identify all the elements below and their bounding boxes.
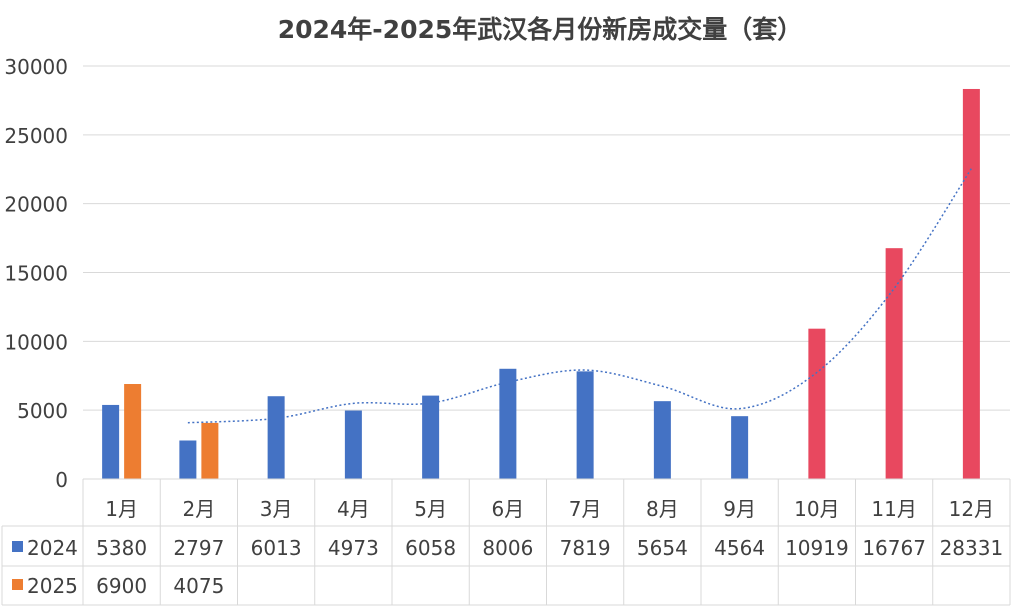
data-label: 5654 xyxy=(637,536,688,560)
legend-key-2025 xyxy=(12,579,23,590)
y-tick-label: 10000 xyxy=(4,330,68,354)
legend-label-2025: 2025 xyxy=(27,574,78,598)
category-label: 5月 xyxy=(414,497,447,521)
data-label: 6058 xyxy=(405,536,456,560)
y-tick-label: 5000 xyxy=(17,399,68,423)
category-label: 8月 xyxy=(646,497,679,521)
data-label: 7819 xyxy=(560,536,611,560)
bar-2024 xyxy=(731,416,749,479)
category-label: 6月 xyxy=(492,497,525,521)
data-table: 1月 2月 3月 4月 5月 6月 7月 8月 9月 10月 11月 12月 2024 5380 2797 6… xyxy=(1,478,1011,606)
category-label: 11月 xyxy=(871,497,916,521)
category-label: 3月 xyxy=(260,497,293,521)
legend-key-2024 xyxy=(12,541,23,552)
bar-2024 xyxy=(422,395,440,479)
data-label: 6900 xyxy=(96,574,147,598)
y-tick-label: 20000 xyxy=(4,193,68,217)
y-axis: 0 5000 10000 15000 20000 25000 30000 xyxy=(4,55,68,492)
data-label: 16767 xyxy=(862,536,926,560)
data-label: 8006 xyxy=(482,536,533,560)
bars xyxy=(102,88,980,480)
y-tick-label: 25000 xyxy=(4,124,68,148)
bar-2024 xyxy=(962,88,980,480)
category-label: 4月 xyxy=(337,497,370,521)
category-label: 1月 xyxy=(105,497,138,521)
bar-2025 xyxy=(201,422,219,479)
category-label: 7月 xyxy=(569,497,602,521)
chart-title: 2024年-2025年武汉各月份新房成交量（套） xyxy=(278,15,803,44)
bar-2024 xyxy=(499,368,517,479)
trendline xyxy=(187,168,973,424)
bar-2024 xyxy=(267,396,285,479)
legend-label-2024: 2024 xyxy=(27,536,78,560)
category-label: 2月 xyxy=(183,497,216,521)
category-label: 10月 xyxy=(794,497,839,521)
bar-2024 xyxy=(179,440,197,479)
data-label: 4973 xyxy=(328,536,379,560)
data-label: 5380 xyxy=(96,536,147,560)
bar-2024 xyxy=(344,410,362,479)
bar-2024 xyxy=(885,248,903,479)
bar-2024 xyxy=(653,401,671,479)
data-label: 4075 xyxy=(173,574,224,598)
data-label: 6013 xyxy=(251,536,302,560)
data-label: 2797 xyxy=(173,536,224,560)
gridlines xyxy=(83,65,1010,480)
bar-2024 xyxy=(808,328,826,479)
data-label: 28331 xyxy=(940,536,1004,560)
bar-2024 xyxy=(576,371,594,479)
trendline-path xyxy=(187,168,973,424)
category-label: 9月 xyxy=(723,497,756,521)
y-tick-label: 0 xyxy=(55,468,68,492)
bar-2024 xyxy=(102,404,120,479)
y-tick-label: 15000 xyxy=(4,262,68,286)
data-label: 4564 xyxy=(714,536,765,560)
bar-2025 xyxy=(124,384,142,479)
data-label: 10919 xyxy=(785,536,849,560)
category-label: 12月 xyxy=(949,497,994,521)
y-tick-label: 30000 xyxy=(4,55,68,79)
